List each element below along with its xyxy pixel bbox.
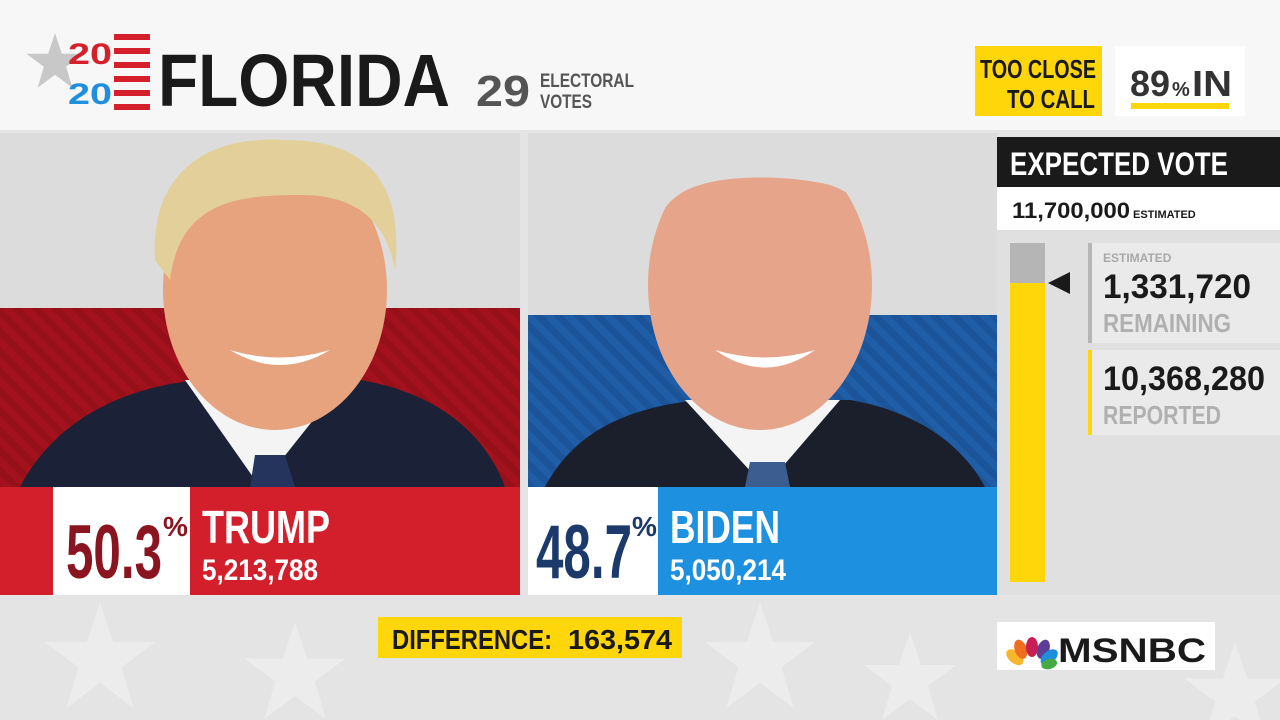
candidate-name: TRUMP xyxy=(202,501,330,553)
candidate-photo xyxy=(545,135,985,487)
remaining-value: 1,331,720 xyxy=(1103,268,1251,306)
reported-marker xyxy=(1088,350,1092,435)
difference-value: 163,574 xyxy=(568,624,672,655)
remaining-label: REMAINING xyxy=(1103,308,1231,338)
candidate-percent: 50.3 xyxy=(66,510,162,595)
candidate-votes: 5,213,788 xyxy=(202,554,318,587)
candidate-percent: 48.7 xyxy=(536,510,632,595)
status-text: TO CALL xyxy=(1007,84,1095,114)
percent-in-value: 89 xyxy=(1130,63,1170,104)
expected-vote-total: 11,700,000 xyxy=(1012,198,1130,223)
remaining-note: ESTIMATED xyxy=(1103,251,1172,265)
expected-vote-title: EXPECTED VOTE xyxy=(1010,146,1228,182)
progress-pointer xyxy=(1048,272,1070,294)
percent-in-sign: % xyxy=(1172,79,1190,101)
logo: 20 20 xyxy=(26,33,150,111)
expected-vote-note: ESTIMATED xyxy=(1133,209,1196,221)
percent-in-label: IN xyxy=(1192,63,1232,104)
candidate-panel xyxy=(528,133,997,595)
network-peacock xyxy=(1006,637,1058,670)
electoral-label: VOTES xyxy=(540,92,592,113)
expected-vote-total-box xyxy=(997,187,1280,230)
candidate-votes: 5,050,214 xyxy=(670,554,786,587)
electoral-label: ELECTORAL xyxy=(540,71,634,92)
remaining-bar xyxy=(1010,243,1045,283)
logo-year-bottom: 20 xyxy=(68,78,112,111)
difference-box xyxy=(378,617,682,658)
expected-vote-header xyxy=(997,137,1280,187)
electoral-votes: 29 xyxy=(476,67,530,116)
status-text: TOO CLOSE xyxy=(980,54,1096,84)
reported-value: 10,368,280 xyxy=(1103,360,1265,398)
logo-year-top: 20 xyxy=(68,38,112,71)
reported-bar xyxy=(1010,283,1045,582)
candidate-percent-sign: % xyxy=(632,511,657,542)
network-name: MSNBC xyxy=(1058,632,1206,670)
remaining-marker xyxy=(1088,243,1092,343)
state-name: FLORIDA xyxy=(158,39,450,122)
reported-box xyxy=(1088,350,1280,435)
reported-label: REPORTED xyxy=(1103,400,1221,430)
candidate-percent-sign: % xyxy=(163,511,188,542)
status-box xyxy=(975,46,1102,116)
candidate-photo xyxy=(20,139,505,487)
candidate-name: BIDEN xyxy=(670,501,780,553)
difference-label: DIFFERENCE: xyxy=(392,624,552,655)
percent-in-underline xyxy=(1131,103,1229,109)
candidate-panel xyxy=(0,133,520,595)
remaining-box xyxy=(1088,243,1280,343)
